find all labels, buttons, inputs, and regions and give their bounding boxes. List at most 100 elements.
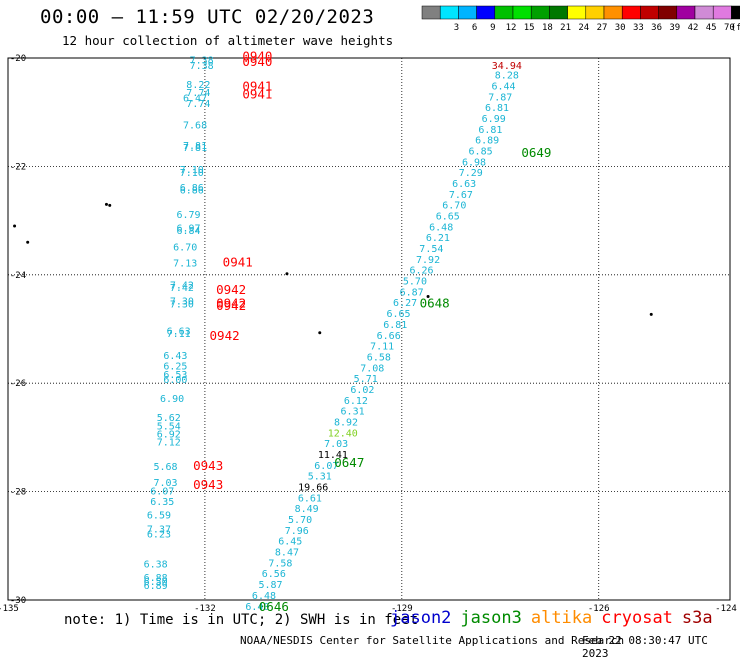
pass-time-label: 0941 <box>242 87 272 102</box>
island-mark <box>649 312 653 316</box>
lon-tick-label: -124 <box>715 604 737 614</box>
wave-height-label: 6.53 <box>163 370 187 381</box>
pass-time-label: 0942 <box>210 328 240 343</box>
wave-height-label: 6.79 <box>176 210 200 221</box>
legend-tick-label: 9 <box>490 23 495 33</box>
wave-height-label: 6.70 <box>442 201 466 212</box>
wave-height-label: 6.07 <box>150 486 174 497</box>
lon-tick-label: -135 <box>0 604 19 614</box>
wave-height-label: 6.63 <box>452 179 476 190</box>
pass-time-label: 0647 <box>334 455 364 470</box>
wave-height-label: 6.97 <box>176 223 200 234</box>
wave-height-label: 6.48 <box>429 222 453 233</box>
wave-height-label: 6.86 <box>180 183 204 194</box>
lat-tick-label: -30 <box>10 596 26 606</box>
wave-height-label: 6.44 <box>492 81 516 92</box>
wave-height-label: 6.23 <box>147 530 171 541</box>
wave-height-label: 6.65 <box>386 309 410 320</box>
lat-tick-label: -26 <box>10 379 26 389</box>
wave-height-label: 7.67 <box>449 190 473 201</box>
wave-height-label: 8.47 <box>275 548 299 559</box>
satellite-cryosat: cryosat <box>601 608 673 628</box>
legend-tick-label: 33 <box>633 23 644 33</box>
legend-swatch <box>731 5 740 20</box>
wave-height-label: 7.38 <box>190 61 214 72</box>
wave-height-label: 6.47 <box>183 93 207 104</box>
wave-height-label: 7.03 <box>324 439 348 450</box>
wave-height-label: 7.37 <box>147 524 171 535</box>
wave-height-label: 6.21 <box>426 233 450 244</box>
wave-height-label: 6.98 <box>462 157 486 168</box>
satellite-legend: jason2 jason3 altika cryosat s3a <box>390 608 722 628</box>
wave-height-label: 7.08 <box>360 363 384 374</box>
wave-height-label: 6.48 <box>252 591 276 602</box>
legend-tick-label: 45 <box>706 23 717 33</box>
island-mark <box>426 294 430 298</box>
island-mark <box>13 224 17 228</box>
wave-height-label: 6.38 <box>144 559 168 570</box>
wave-height-label: 6.92 <box>157 429 181 440</box>
wave-height-label: 7.96 <box>285 526 309 537</box>
wave-height-label: 6.88 <box>144 573 168 584</box>
wave-height-label: 6.26 <box>409 266 433 277</box>
wave-height-label: 6.35 <box>150 497 174 508</box>
wave-height-label: 7.03 <box>153 478 177 489</box>
wave-height-label: 7.74 <box>186 88 210 99</box>
wave-height-label: 6.58 <box>367 352 391 363</box>
legend-tick-label: 27 <box>597 23 608 33</box>
lat-tick-label: -28 <box>10 488 26 498</box>
pass-time-label: 0940 <box>242 54 272 69</box>
wave-height-label: 5.31 <box>308 472 332 483</box>
satellite-altika: altika <box>530 608 593 628</box>
wave-height-label: 5.71 <box>354 374 378 385</box>
island-mark <box>318 331 322 335</box>
wave-height-label: 5.68 <box>153 462 177 473</box>
legend-tick-label: 24 <box>578 23 589 33</box>
wave-height-label: 6.45 <box>278 537 302 548</box>
wave-height-label: 6.63 <box>167 326 191 337</box>
wave-height-label: 7.42 <box>170 283 194 294</box>
wave-height-label: 6.59 <box>147 511 171 522</box>
wave-height-label: 7.81 <box>183 141 207 152</box>
legend-tick-label: 15 <box>524 23 535 33</box>
pass-time-label: 0943 <box>193 477 223 492</box>
wave-height-label: 7.30 <box>170 297 194 308</box>
wave-height-label: 12.40 <box>328 428 358 439</box>
wave-height-label: 6.25 <box>163 362 187 373</box>
lat-tick-label: -24 <box>10 271 26 281</box>
legend-tick-label: 39 <box>669 23 680 33</box>
pass-time-label: 0941 <box>223 255 253 270</box>
wave-height-label: 6.86 <box>180 186 204 197</box>
wave-height-label: 5.70 <box>288 515 312 526</box>
pass-time-label: 0942 <box>216 298 246 313</box>
pass-time-label: 0942 <box>216 295 246 310</box>
wave-height-label: 7.10 <box>180 165 204 176</box>
satellite-s3a: s3a <box>681 608 713 628</box>
wave-height-label: 6.43 <box>163 351 187 362</box>
wave-height-label: 6.89 <box>144 581 168 592</box>
wave-height-label: 6.00 <box>163 375 187 386</box>
wave-height-label: 7.12 <box>157 438 181 449</box>
wave-height-label: 6.81 <box>383 320 407 331</box>
wave-height-label: 6.85 <box>469 146 493 157</box>
wave-height-label: 7.81 <box>183 143 207 154</box>
island-mark <box>285 272 289 276</box>
wave-height-label: 5.70 <box>403 277 427 288</box>
wave-height-label: 6.81 <box>478 125 502 136</box>
wave-height-label: 7.54 <box>419 244 443 255</box>
wave-height-label: 5.87 <box>258 580 282 591</box>
footer-credit: NOAA/NESDIS Center for Satellite Applica… <box>240 634 625 647</box>
lat-tick-label: -20 <box>10 54 26 64</box>
legend-tick-label: 70 <box>724 23 735 33</box>
wave-height-label: 7.10 <box>180 168 204 179</box>
wave-height-label: 8.22 <box>186 80 210 91</box>
wave-height-label: 11.41 <box>318 450 348 461</box>
island-mark <box>104 202 108 206</box>
legend-tick-label: 12 <box>506 23 517 33</box>
wave-height-label: 7.87 <box>488 92 512 103</box>
wave-height-label: 6.61 <box>298 493 322 504</box>
wave-height-label: 34.94 <box>492 61 522 72</box>
wave-height-label: 6.56 <box>262 569 286 580</box>
pass-time-label: 0649 <box>521 145 551 160</box>
